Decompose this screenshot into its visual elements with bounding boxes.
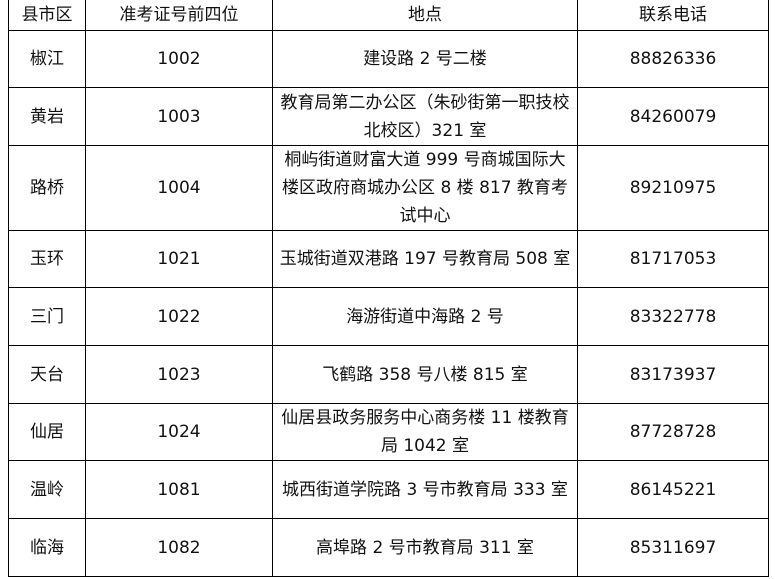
address-cell: 玉城街道双港路 197 号教育局 508 室 [272, 230, 578, 288]
table-row: 路桥 1004 桐屿街道财富大道 999 号商城国际大楼区政府商城办公区 8 楼 8… [8, 145, 769, 231]
header-prefix: 准考证号前四位 [85, 0, 273, 31]
county-cell: 椒江 [8, 30, 86, 88]
phone-cell: 88826336 [577, 30, 769, 88]
prefix-cell: 1082 [85, 518, 273, 577]
address-cell: 教育局第二办公区（朱砂街第一职技校北校区）321 室 [272, 87, 578, 146]
table-row: 黄岩 1003 教育局第二办公区（朱砂街第一职技校北校区）321 室 84260079 [8, 87, 769, 146]
county-cell: 路桥 [8, 145, 86, 231]
county-cell: 温岭 [8, 460, 86, 519]
table-row: 玉环 1021 玉城街道双港路 197 号教育局 508 室 81717053 [8, 230, 769, 288]
table-row: 临海 1082 高埠路 2 号市教育局 311 室 85311697 [8, 518, 769, 577]
county-cell: 天台 [8, 345, 86, 404]
address-cell: 飞鹤路 358 号八楼 815 室 [272, 345, 578, 404]
phone-cell: 84260079 [577, 87, 769, 146]
phone-cell: 81717053 [577, 230, 769, 288]
header-row: 县市区 准考证号前四位 地点 联系电话 [8, 0, 769, 31]
table-row: 椒江 1002 建设路 2 号二楼 88826336 [8, 30, 769, 88]
prefix-cell: 1023 [85, 345, 273, 404]
table-row: 仙居 1024 仙居县政务服务中心商务楼 11 楼教育局 1042 室 8772872… [8, 403, 769, 461]
phone-cell: 83173937 [577, 345, 769, 404]
address-cell: 建设路 2 号二楼 [272, 30, 578, 88]
phone-cell: 86145221 [577, 460, 769, 519]
prefix-cell: 1003 [85, 87, 273, 146]
table-row: 天台 1023 飞鹤路 358 号八楼 815 室 83173937 [8, 345, 769, 404]
table-row: 温岭 1081 城西街道学院路 3 号市教育局 333 室 86145221 [8, 460, 769, 519]
address-cell: 海游街道中海路 2 号 [272, 287, 578, 346]
phone-cell: 87728728 [577, 403, 769, 461]
prefix-cell: 1004 [85, 145, 273, 231]
county-cell: 临海 [8, 518, 86, 577]
exam-location-table: 县市区 准考证号前四位 地点 联系电话 椒江 1002 建设路 2 号二楼 88826… [8, 0, 769, 577]
county-cell: 玉环 [8, 230, 86, 288]
county-cell: 仙居 [8, 403, 86, 461]
phone-cell: 85311697 [577, 518, 769, 577]
prefix-cell: 1002 [85, 30, 273, 88]
address-cell: 仙居县政务服务中心商务楼 11 楼教育局 1042 室 [272, 403, 578, 461]
phone-cell: 89210975 [577, 145, 769, 231]
county-cell: 黄岩 [8, 87, 86, 146]
prefix-cell: 1022 [85, 287, 273, 346]
address-cell: 城西街道学院路 3 号市教育局 333 室 [272, 460, 578, 519]
header-address: 地点 [272, 0, 578, 31]
prefix-cell: 1024 [85, 403, 273, 461]
address-cell: 高埠路 2 号市教育局 311 室 [272, 518, 578, 577]
phone-cell: 83322778 [577, 287, 769, 346]
address-cell: 桐屿街道财富大道 999 号商城国际大楼区政府商城办公区 8 楼 817 教育考… [272, 145, 578, 231]
header-phone: 联系电话 [577, 0, 769, 31]
table-row: 三门 1022 海游街道中海路 2 号 83322778 [8, 287, 769, 346]
prefix-cell: 1081 [85, 460, 273, 519]
header-county: 县市区 [8, 0, 86, 31]
prefix-cell: 1021 [85, 230, 273, 288]
county-cell: 三门 [8, 287, 86, 346]
